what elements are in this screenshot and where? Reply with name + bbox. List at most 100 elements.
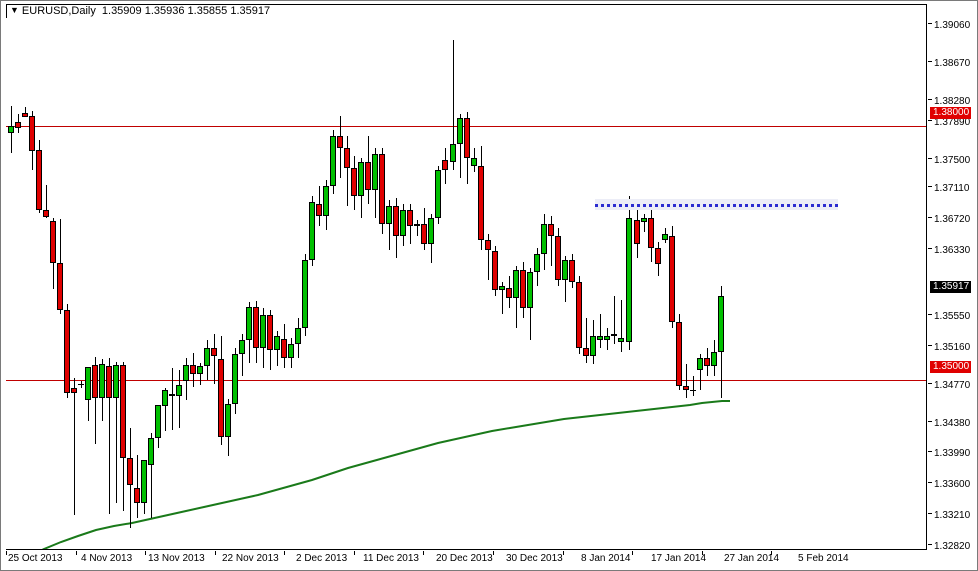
candle-body bbox=[407, 210, 413, 226]
moving-average-line bbox=[41, 400, 730, 549]
candle-body bbox=[464, 118, 470, 158]
date-tick-mark bbox=[771, 551, 772, 555]
horizontal-trend-line[interactable] bbox=[595, 204, 838, 207]
price-axis[interactable]: 1.39060 1.38670 1.38280 1.37890 1.37500 1.371… bbox=[928, 4, 977, 552]
price-tick: 1.37890 bbox=[928, 117, 977, 129]
candle-body bbox=[22, 113, 28, 117]
candle-body bbox=[260, 315, 266, 348]
candle-wick bbox=[586, 318, 587, 363]
candle-wick bbox=[460, 114, 461, 178]
candle-body bbox=[641, 218, 647, 222]
candle-body bbox=[697, 358, 703, 370]
candle-body bbox=[302, 260, 308, 328]
candle-body bbox=[590, 336, 596, 356]
price-tick: 1.38280 bbox=[928, 96, 977, 108]
tick-mark bbox=[928, 513, 932, 514]
candle-body bbox=[148, 438, 154, 465]
candle-body bbox=[492, 251, 498, 290]
tick-mark bbox=[928, 99, 932, 100]
candle-body bbox=[711, 352, 717, 366]
price-tick: 1.33210 bbox=[928, 510, 977, 522]
date-tick-mark bbox=[76, 551, 77, 555]
plot-border-right bbox=[926, 4, 927, 549]
candle-wick bbox=[502, 282, 503, 314]
triangle-down-icon[interactable]: ▼ bbox=[10, 5, 19, 15]
date-tick-label: 22 Nov 2013 bbox=[222, 553, 279, 564]
candle-body bbox=[155, 405, 161, 438]
price-tick: 1.35160 bbox=[928, 342, 977, 354]
candle-body bbox=[499, 286, 505, 290]
price-tick: 1.33990 bbox=[928, 448, 977, 460]
candle-body bbox=[583, 348, 589, 356]
candle-body bbox=[8, 126, 14, 133]
candle-body bbox=[393, 206, 399, 236]
candle-body bbox=[690, 390, 696, 391]
price-tick-label: 1.37110 bbox=[934, 183, 970, 194]
date-tick-label: 13 Nov 2013 bbox=[148, 553, 205, 564]
price-tick-label: 1.36330 bbox=[934, 245, 971, 256]
date-tick-mark bbox=[284, 551, 285, 555]
candle-body bbox=[478, 166, 484, 240]
price-tick: 1.39060 bbox=[928, 20, 977, 32]
price-tick-label: 1.35550 bbox=[934, 311, 971, 322]
plot-border-bottom bbox=[6, 549, 927, 550]
candle-body bbox=[85, 367, 91, 400]
candle-body bbox=[597, 336, 603, 340]
price-level-line-support[interactable] bbox=[6, 380, 926, 381]
candle-body bbox=[127, 458, 133, 485]
candle-body bbox=[78, 384, 84, 385]
tick-mark bbox=[928, 482, 932, 483]
candle-body bbox=[704, 358, 710, 366]
price-tick: 1.34380 bbox=[928, 418, 977, 430]
candle-body bbox=[669, 236, 675, 322]
candle-wick bbox=[644, 214, 645, 232]
candle-body bbox=[626, 218, 632, 342]
candle-body bbox=[232, 354, 238, 404]
price-tick: 1.36720 bbox=[928, 214, 977, 226]
price-tick-label: 1.39060 bbox=[934, 20, 971, 31]
price-tick-label: 1.36720 bbox=[934, 214, 971, 225]
price-tick: 1.37110 bbox=[928, 183, 977, 195]
candle-body bbox=[344, 148, 350, 168]
candle-body bbox=[43, 210, 49, 217]
tick-mark bbox=[928, 314, 932, 315]
date-tick-mark bbox=[6, 551, 7, 555]
candle-body bbox=[435, 170, 441, 218]
date-axis[interactable]: 25 Oct 2013 4 Nov 2013 13 Nov 2013 22 Nov 2… bbox=[6, 551, 927, 570]
candle-body bbox=[513, 270, 519, 298]
candle-wick bbox=[179, 370, 180, 428]
date-tick-mark bbox=[563, 551, 564, 555]
candle-body bbox=[225, 404, 231, 437]
candle-body bbox=[655, 248, 661, 264]
candle-body bbox=[421, 224, 427, 244]
date-tick-label: 4 Nov 2013 bbox=[81, 553, 133, 564]
candle-body bbox=[15, 122, 21, 128]
candle-body bbox=[29, 116, 35, 151]
price-tick: 1.34770 bbox=[928, 380, 977, 392]
candle-wick bbox=[200, 363, 201, 385]
candle-body bbox=[337, 136, 343, 148]
candle-body bbox=[92, 365, 98, 398]
candle-body bbox=[295, 328, 301, 344]
candle-body bbox=[64, 310, 70, 393]
candle-body bbox=[169, 394, 175, 396]
price-tick-label: 1.33990 bbox=[934, 448, 971, 459]
candle-body bbox=[141, 460, 147, 503]
tick-mark bbox=[928, 23, 932, 24]
candle-body bbox=[569, 260, 575, 282]
candle-body bbox=[718, 296, 724, 352]
candle-wick bbox=[600, 314, 601, 348]
date-tick-mark bbox=[354, 551, 355, 555]
candle-body bbox=[197, 366, 203, 374]
candle-body bbox=[365, 162, 371, 190]
candle-body bbox=[316, 204, 322, 216]
price-tick-label: 1.34770 bbox=[934, 380, 971, 391]
candle-body bbox=[253, 307, 259, 348]
candle-body bbox=[162, 390, 168, 406]
chart-plot-area[interactable] bbox=[6, 18, 926, 549]
candle-body bbox=[57, 263, 63, 310]
candle-wick bbox=[214, 334, 215, 384]
candle-wick bbox=[417, 220, 418, 236]
candle-wick bbox=[151, 433, 152, 518]
current-price-label: 1.35917 bbox=[930, 281, 972, 293]
